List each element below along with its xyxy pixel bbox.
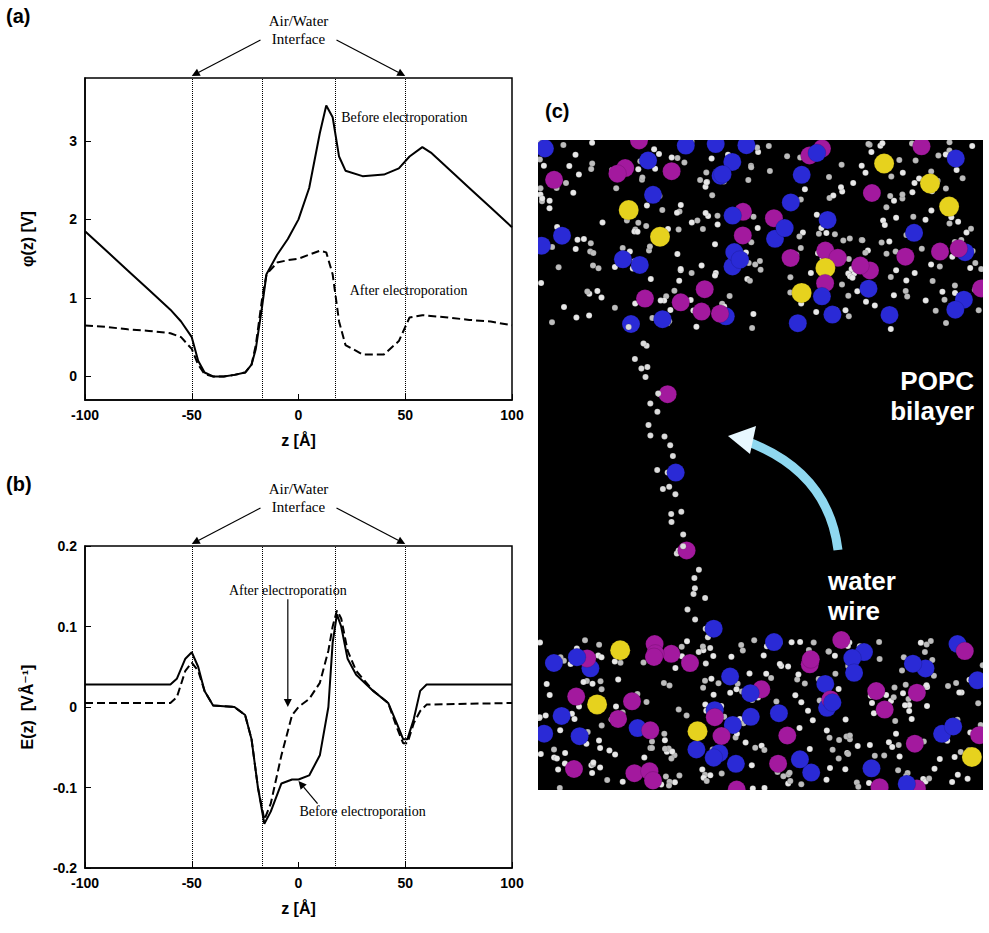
svg-text:3: 3 [69,133,77,149]
svg-text:0.2: 0.2 [58,538,78,554]
svg-text:After electroporation: After electroporation [229,583,347,598]
svg-text:Before electroporation: Before electroporation [299,804,425,819]
svg-text:-100: -100 [71,407,99,423]
svg-text:φ(z) [V]: φ(z) [V] [19,211,36,267]
svg-text:100: 100 [500,407,524,423]
svg-text:Interface: Interface [272,499,326,515]
svg-text:Before electroporation: Before electroporation [341,110,467,125]
svg-text:Interface: Interface [272,31,326,47]
svg-text:waterwire: waterwire [827,566,896,626]
svg-text:100: 100 [500,875,524,891]
svg-text:(a): (a) [6,5,30,27]
svg-text:-50: -50 [182,407,202,423]
svg-text:(b): (b) [6,473,32,495]
svg-text:-0.2: -0.2 [53,860,77,876]
svg-text:-0.1: -0.1 [53,780,77,796]
svg-text:50: 50 [397,875,413,891]
svg-text:0: 0 [69,368,77,384]
svg-text:After electroporation: After electroporation [350,283,468,298]
svg-text:-50: -50 [182,875,202,891]
svg-text:0: 0 [69,699,77,715]
html-text:(c): (c) [545,100,570,122]
svg-text:z [Å]: z [Å] [281,431,316,449]
svg-text:0: 0 [295,875,303,891]
svg-text:2: 2 [69,211,77,227]
svg-text:0.1: 0.1 [58,619,78,635]
svg-text:0: 0 [295,407,303,423]
svg-text:1: 1 [69,290,77,306]
svg-text:POPCbilayer: POPCbilayer [890,366,974,426]
svg-text:E(z) [VÅ⁻¹]: E(z) [VÅ⁻¹] [18,665,36,750]
svg-text:Air/Water: Air/Water [269,481,329,497]
svg-text:-100: -100 [71,875,99,891]
svg-text:Air/Water: Air/Water [269,13,329,29]
svg-text:50: 50 [397,407,413,423]
svg-text:z [Å]: z [Å] [281,899,316,917]
